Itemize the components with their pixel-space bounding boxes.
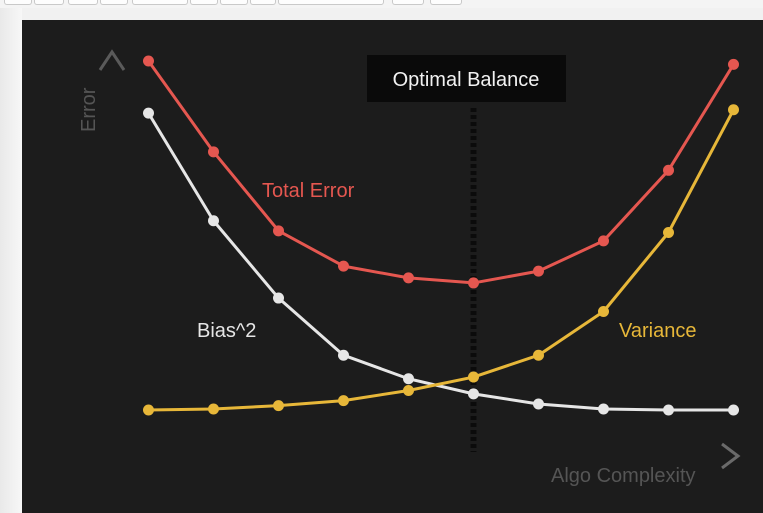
y-axis-label: Error [78, 87, 100, 132]
toolbar-button[interactable] [190, 0, 218, 5]
data-point-bias-squared-4 [338, 349, 349, 361]
data-point-variance-1 [143, 404, 154, 416]
series-layer [143, 55, 739, 416]
data-point-total-error-3 [273, 225, 284, 237]
toolbar-button[interactable] [4, 0, 32, 5]
data-point-variance-9 [663, 227, 674, 238]
data-point-total-error-1 [143, 55, 154, 67]
data-point-total-error-2 [208, 146, 219, 158]
series-label-bias-squared: Bias^2 [197, 320, 256, 342]
bias-variance-chart: Error Algo Complexity Optimal Balance To… [78, 49, 741, 487]
data-point-total-error-8 [598, 235, 609, 247]
data-point-total-error-10 [728, 58, 739, 70]
optimal-balance-label: Optimal Balance [393, 69, 540, 91]
data-point-bias-squared-1 [143, 107, 154, 119]
data-point-total-error-9 [663, 164, 674, 176]
data-point-total-error-7 [533, 265, 544, 277]
data-point-bias-squared-3 [273, 292, 284, 304]
data-point-variance-10 [728, 104, 739, 116]
data-point-variance-4 [338, 395, 349, 407]
toolbar-button[interactable] [430, 0, 462, 5]
x-axis-label: Algo Complexity [551, 465, 696, 487]
y-axis [98, 49, 126, 405]
data-point-variance-7 [533, 349, 544, 361]
data-point-variance-2 [208, 403, 219, 415]
series-label-variance: Variance [619, 320, 696, 342]
data-point-variance-6 [468, 371, 479, 383]
toolbar-button[interactable] [250, 0, 276, 5]
chart-panel: Error Algo Complexity Optimal Balance To… [22, 20, 763, 513]
series-label-total-error: Total Error [262, 180, 355, 202]
data-point-total-error-4 [338, 260, 349, 272]
x-axis [182, 442, 741, 470]
series-line-variance [148, 109, 735, 412]
series-line-bias-squared [147, 112, 734, 412]
data-point-bias-squared-2 [208, 215, 219, 227]
data-point-variance-8 [598, 306, 609, 318]
data-point-bias-squared-5 [403, 373, 414, 385]
toolbar-button[interactable] [100, 0, 128, 5]
data-point-variance-3 [273, 400, 284, 412]
data-point-total-error-6 [468, 277, 479, 289]
toolbar-button[interactable] [392, 0, 424, 5]
data-point-bias-squared-7 [533, 398, 544, 410]
data-point-bias-squared-6 [468, 388, 479, 400]
data-point-bias-squared-8 [598, 403, 609, 415]
browser-toolbar [0, 0, 763, 8]
data-point-bias-squared-9 [663, 404, 674, 416]
toolbar-button[interactable] [220, 0, 248, 5]
series-line-total-error [147, 60, 735, 285]
toolbar-button[interactable] [278, 0, 384, 5]
toolbar-button[interactable] [132, 0, 188, 5]
toolbar-button[interactable] [34, 0, 64, 5]
left-margin [0, 8, 22, 513]
optimal-balance-badge [367, 55, 566, 102]
data-point-total-error-5 [403, 272, 414, 284]
toolbar-button[interactable] [68, 0, 98, 5]
data-point-variance-5 [403, 385, 414, 397]
data-point-bias-squared-10 [728, 404, 739, 416]
